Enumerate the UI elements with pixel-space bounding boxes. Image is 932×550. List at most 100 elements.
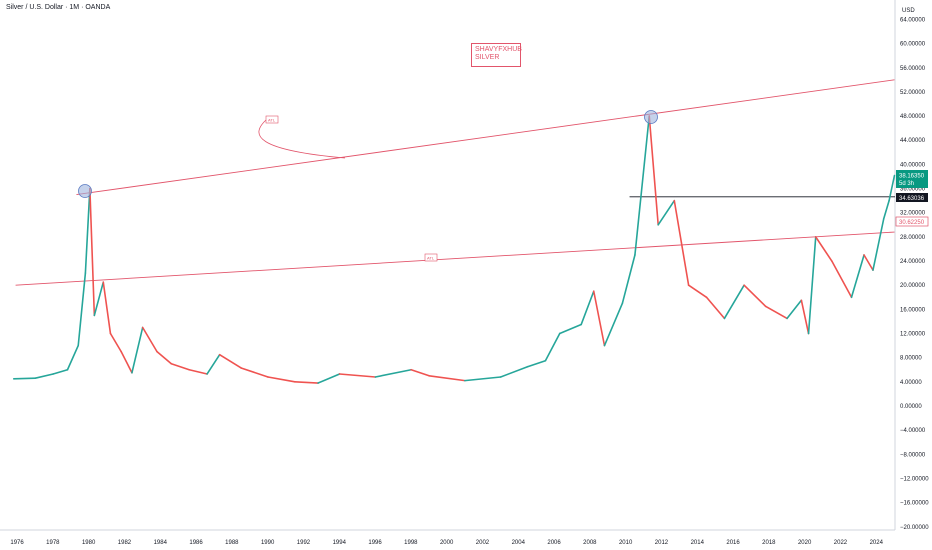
y-tick-label: 0.00000 bbox=[900, 404, 922, 410]
x-tick-label: 2010 bbox=[619, 540, 633, 546]
y-tick-label: −8.00000 bbox=[900, 452, 926, 458]
price-segment bbox=[188, 368, 208, 375]
x-tick-label: 1998 bbox=[404, 540, 418, 546]
price-segment bbox=[723, 284, 745, 320]
atl-label-mid: ATL bbox=[427, 256, 435, 261]
price-segment bbox=[592, 290, 606, 347]
watermark-line1: SHAVYFXHUB bbox=[475, 46, 522, 53]
y-tick-label: −16.00000 bbox=[900, 501, 929, 507]
y-tick-label: 24.00000 bbox=[900, 259, 926, 265]
price-segment bbox=[499, 365, 529, 378]
currency-label: USD bbox=[902, 8, 915, 14]
y-tick-label: 16.00000 bbox=[900, 307, 926, 313]
price-segment bbox=[464, 376, 502, 382]
x-tick-label: 2018 bbox=[762, 540, 776, 546]
atl-curve bbox=[258, 119, 346, 159]
y-tick-label: 56.00000 bbox=[900, 66, 926, 72]
y-axis-ticks: 64.00000 60.00000 56.00000 52.00000 48.00000… bbox=[900, 17, 929, 530]
price-segment bbox=[12, 377, 37, 380]
price-segment bbox=[657, 199, 676, 226]
x-tick-label: 1990 bbox=[261, 540, 275, 546]
current-price-tag: 38.16350 5d 3h bbox=[896, 170, 928, 188]
price-segment bbox=[544, 332, 561, 362]
x-tick-label: 2012 bbox=[655, 540, 669, 546]
price-segment bbox=[240, 367, 269, 378]
x-tick-label: 1992 bbox=[297, 540, 311, 546]
x-tick-label: 1984 bbox=[154, 540, 168, 546]
price-segment bbox=[764, 305, 788, 320]
price-segment bbox=[52, 368, 69, 375]
x-tick-label: 1980 bbox=[82, 540, 96, 546]
price-segment bbox=[800, 299, 810, 335]
price-segment bbox=[603, 302, 624, 347]
current-price-label: 38.16350 bbox=[899, 174, 925, 180]
y-tick-label: −4.00000 bbox=[900, 428, 926, 434]
x-tick-label: 2014 bbox=[691, 540, 705, 546]
y-tick-label: 20.00000 bbox=[900, 283, 926, 289]
price-segment bbox=[374, 368, 412, 378]
chart-title: Silver / U.S. Dollar · 1M · OANDA bbox=[6, 4, 111, 11]
price-segment bbox=[888, 174, 896, 202]
x-tick-label: 2022 bbox=[834, 540, 848, 546]
price-segment bbox=[120, 350, 133, 374]
y-tick-label: 60.00000 bbox=[900, 42, 926, 48]
price-series bbox=[12, 115, 896, 384]
price-segment bbox=[786, 299, 803, 320]
price-segment bbox=[267, 376, 296, 383]
price-segment bbox=[317, 373, 341, 384]
y-tick-label: 12.00000 bbox=[900, 332, 926, 338]
price-segment bbox=[338, 373, 377, 378]
y-tick-label: 32.00000 bbox=[900, 211, 926, 217]
price-segment bbox=[814, 236, 833, 262]
trendline-upper bbox=[76, 79, 895, 196]
y-tick-label: 48.00000 bbox=[900, 114, 926, 120]
price-segment bbox=[831, 260, 853, 299]
y-tick-label: 28.00000 bbox=[900, 235, 926, 241]
level-price-tag: 34.63036 bbox=[896, 193, 928, 202]
price-segment bbox=[705, 296, 726, 320]
y-tick-label: 36.00000 bbox=[900, 187, 926, 193]
y-tick-label: 52.00000 bbox=[900, 90, 926, 96]
price-segment bbox=[558, 323, 583, 335]
trendline-lower bbox=[15, 231, 895, 286]
price-segment bbox=[621, 254, 636, 305]
y-tick-label: 64.00000 bbox=[900, 17, 926, 23]
x-tick-label: 1986 bbox=[189, 540, 203, 546]
price-segment bbox=[156, 350, 173, 365]
price-segment bbox=[294, 381, 319, 384]
price-segment bbox=[687, 284, 708, 299]
price-segment bbox=[141, 326, 158, 353]
x-tick-label: 2016 bbox=[726, 540, 740, 546]
y-tick-label: 44.00000 bbox=[900, 138, 926, 144]
x-tick-label: 1982 bbox=[118, 540, 132, 546]
price-segment bbox=[170, 362, 191, 371]
trendlines bbox=[15, 79, 895, 286]
x-tick-label: 1978 bbox=[46, 540, 60, 546]
price-segment bbox=[673, 199, 690, 287]
x-tick-label: 2024 bbox=[870, 540, 884, 546]
price-segment bbox=[77, 272, 87, 347]
x-tick-label: 2008 bbox=[583, 540, 597, 546]
price-segment bbox=[863, 254, 874, 271]
x-tick-label: 2000 bbox=[440, 540, 454, 546]
price-segment bbox=[93, 281, 105, 317]
x-tick-label: 1976 bbox=[10, 540, 24, 546]
level-price-label: 34.63036 bbox=[899, 196, 925, 202]
y-tick-label: 8.00000 bbox=[900, 356, 922, 362]
x-tick-label: 1988 bbox=[225, 540, 239, 546]
price-segment bbox=[428, 374, 466, 382]
atl-annotation-mid: ATL bbox=[424, 253, 438, 262]
atl-label-top: ATL bbox=[268, 118, 276, 123]
price-segment bbox=[102, 281, 112, 335]
price-segment bbox=[807, 236, 817, 335]
y-tick-label: 4.00000 bbox=[900, 380, 922, 386]
watermark-line2: SILVER bbox=[475, 54, 500, 61]
x-axis-ticks: 1976 1978 1980 1982 1984 1986 1988 1990 1992 1994… bbox=[10, 540, 883, 546]
price-segment bbox=[410, 368, 430, 377]
price-segment bbox=[66, 344, 80, 371]
price-segment bbox=[89, 187, 96, 317]
price-segment bbox=[872, 217, 885, 271]
pink-price-tag: 30.62250 bbox=[895, 216, 929, 227]
x-tick-label: 1994 bbox=[333, 540, 347, 546]
